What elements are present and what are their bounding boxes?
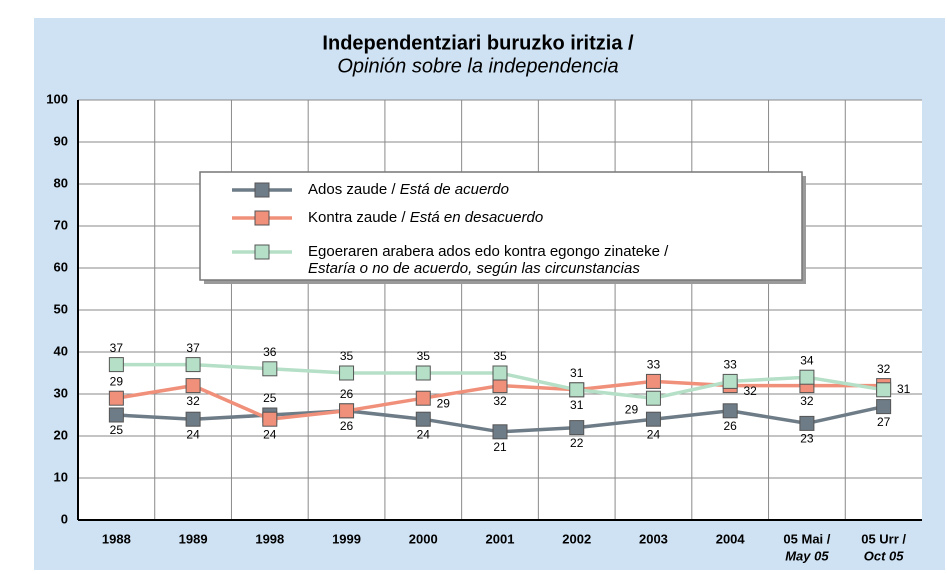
x-tick-label: 05 Mai / — [783, 531, 830, 546]
value-label: 35 — [493, 349, 507, 363]
y-tick-label: 70 — [54, 217, 68, 232]
value-label: 31 — [897, 382, 911, 396]
x-tick-label: 2004 — [716, 531, 746, 546]
value-label: 24 — [263, 427, 277, 441]
value-label: 23 — [800, 432, 814, 446]
value-label: 24 — [186, 427, 200, 441]
marker — [799, 415, 815, 431]
value-label: 32 — [877, 362, 891, 376]
marker — [722, 373, 738, 389]
chart-title: Opinión sobre la independencia — [337, 55, 618, 77]
marker — [108, 390, 124, 406]
marker — [415, 411, 431, 427]
value-label: 32 — [744, 384, 758, 398]
value-label: 27 — [877, 415, 891, 429]
value-label: 35 — [340, 349, 354, 363]
y-tick-label: 20 — [54, 427, 68, 442]
value-label: 37 — [110, 341, 124, 355]
value-label: 22 — [570, 436, 584, 450]
marker — [185, 411, 201, 427]
marker — [722, 403, 738, 419]
marker — [492, 424, 508, 440]
marker — [876, 382, 892, 398]
legend — [199, 171, 803, 281]
value-label: 33 — [724, 358, 738, 372]
marker — [185, 378, 201, 394]
marker — [492, 365, 508, 381]
y-tick-label: 100 — [46, 91, 68, 106]
value-label: 29 — [625, 402, 639, 416]
y-tick-label: 80 — [54, 175, 68, 190]
value-label: 26 — [340, 387, 354, 401]
x-tick-label: 1998 — [255, 531, 284, 546]
y-tick-label: 90 — [54, 133, 68, 148]
y-tick-label: 30 — [54, 385, 68, 400]
value-label: 37 — [186, 341, 200, 355]
value-label: 29 — [437, 396, 451, 410]
marker — [415, 365, 431, 381]
y-tick-label: 0 — [61, 511, 68, 526]
chart-title: Independentziari buruzko iritzia / — [322, 32, 634, 54]
value-label: 31 — [570, 366, 584, 380]
y-tick-label: 10 — [54, 469, 68, 484]
value-label: 34 — [800, 353, 814, 367]
marker — [645, 411, 661, 427]
marker — [876, 399, 892, 415]
legend-label: Ados zaude / Está de acuerdo — [308, 181, 509, 198]
marker — [108, 407, 124, 423]
marker — [569, 382, 585, 398]
value-label: 32 — [186, 394, 200, 408]
x-tick-label: 2001 — [486, 531, 515, 546]
marker — [262, 361, 278, 377]
value-label: 25 — [110, 423, 124, 437]
marker — [799, 369, 815, 385]
x-tick-label: 1988 — [102, 531, 131, 546]
marker — [415, 390, 431, 406]
value-label: 21 — [493, 440, 507, 454]
value-label: 24 — [647, 427, 661, 441]
legend-items: Ados zaude / Está de acuerdo Kontra zaude… — [232, 181, 672, 277]
x-tick-label: Oct 05 — [864, 548, 905, 563]
marker — [492, 378, 508, 394]
legend-label: Egoeraren arabera ados edo kontra egongo… — [308, 243, 672, 277]
value-label: 32 — [800, 394, 814, 408]
legend-marker — [254, 210, 270, 226]
y-tick-label: 40 — [54, 343, 68, 358]
value-label: 31 — [570, 398, 584, 412]
x-tick-label: 2000 — [409, 531, 438, 546]
x-tick-label: 2002 — [562, 531, 591, 546]
value-label: 25 — [263, 391, 277, 405]
y-tick-label: 60 — [54, 259, 68, 274]
x-tick-label: 2003 — [639, 531, 668, 546]
marker — [339, 403, 355, 419]
marker — [645, 373, 661, 389]
legend-marker — [254, 244, 270, 260]
marker — [569, 420, 585, 436]
value-label: 33 — [647, 358, 661, 372]
marker — [339, 365, 355, 381]
value-label: 26 — [724, 419, 738, 433]
value-label: 32 — [493, 394, 507, 408]
marker — [645, 390, 661, 406]
value-label: 29 — [110, 374, 124, 388]
marker — [262, 411, 278, 427]
x-tick-label: 1999 — [332, 531, 361, 546]
value-label: 26 — [340, 419, 354, 433]
value-label: 35 — [417, 349, 431, 363]
series-lines: 25 24 25 26 24 21 22 24 26 23 27 29 32 24 26 29 32 31 33 32… — [108, 341, 911, 454]
x-tick-label: 05 Urr / — [861, 531, 906, 546]
value-label: 24 — [417, 427, 431, 441]
y-tick-label: 50 — [54, 301, 68, 316]
x-tick-label: 1989 — [179, 531, 208, 546]
value-label: 36 — [263, 345, 277, 359]
x-tick-label: May 05 — [785, 548, 829, 563]
marker — [185, 357, 201, 373]
legend-label: Kontra zaude / Está en desacuerdo — [308, 209, 543, 226]
legend-marker — [254, 182, 270, 198]
marker — [108, 357, 124, 373]
